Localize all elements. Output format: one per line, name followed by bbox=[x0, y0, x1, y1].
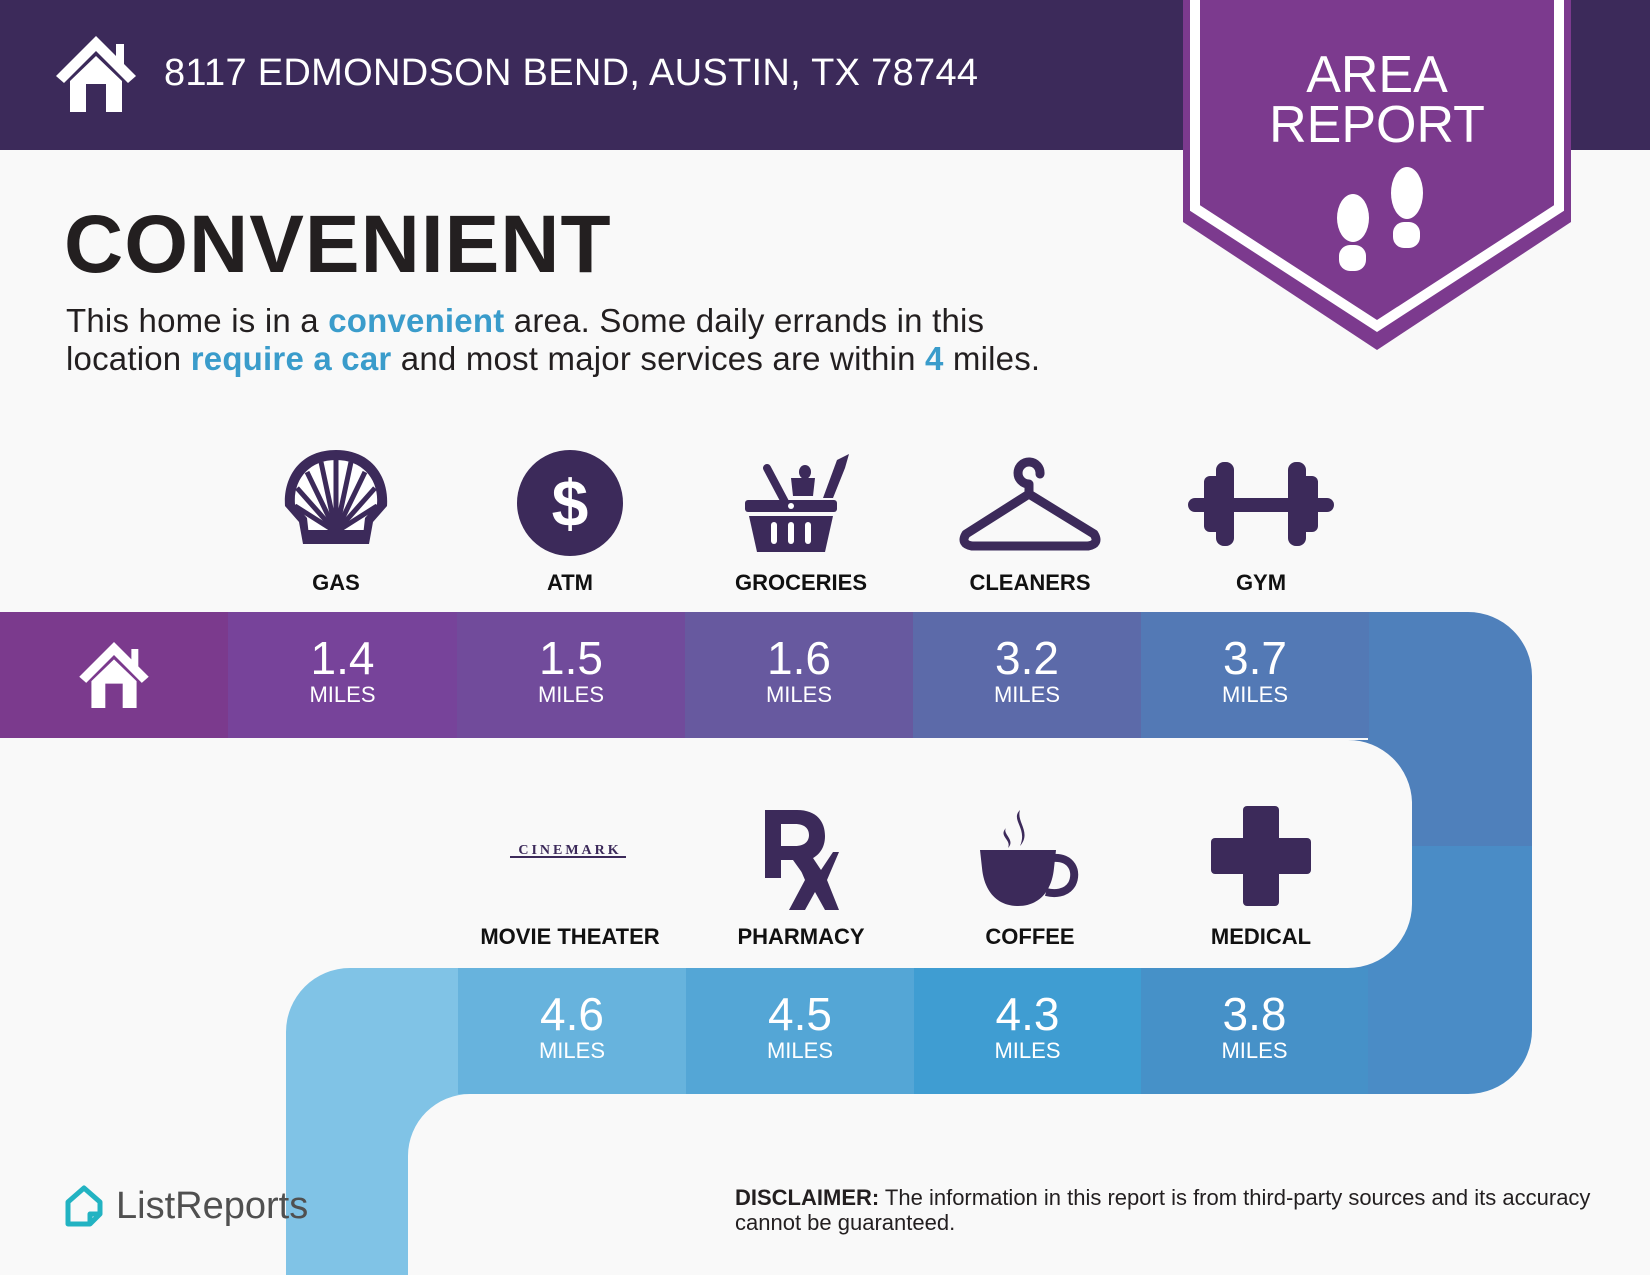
description: This home is in a convenient area. Some … bbox=[66, 302, 1166, 378]
distance-value: 3.2 bbox=[995, 632, 1059, 684]
label-medical: MEDICAL bbox=[1210, 924, 1312, 949]
distance-value: 1.5 bbox=[539, 632, 603, 684]
footprints-icon bbox=[1337, 167, 1423, 271]
atm-icon-wrap: $ bbox=[455, 450, 685, 556]
label-gas: GAS bbox=[312, 570, 360, 595]
property-address: 8117 EDMONDSON BEND, AUSTIN, TX 78744 bbox=[164, 52, 979, 94]
medical-cross-icon bbox=[1211, 806, 1311, 906]
grocery-basket-icon bbox=[745, 454, 849, 552]
disclaimer-text: The information in this report is from t… bbox=[735, 1185, 1591, 1235]
distance-unit: MILES bbox=[766, 1038, 834, 1063]
badge-line1: AREA bbox=[1306, 46, 1448, 104]
label-atm: ATM bbox=[546, 570, 594, 595]
area-report-badge bbox=[1183, 0, 1571, 350]
distance-cell-medical: 3.8 MILES bbox=[1141, 968, 1368, 1094]
distance-cell-cleaners: 3.2 MILES bbox=[913, 612, 1141, 738]
dumbbell-icon bbox=[1188, 462, 1334, 546]
coffee-icon-wrap bbox=[915, 808, 1145, 908]
desc-highlight: 4 bbox=[925, 340, 944, 377]
dollar-icon: $ bbox=[517, 450, 623, 556]
distance-unit: MILES bbox=[538, 1038, 606, 1063]
distance-cell-atm: 1.5 MILES bbox=[457, 612, 685, 738]
brand-name: ListReports bbox=[116, 1185, 309, 1227]
page-title: CONVENIENT bbox=[64, 199, 612, 290]
distance-value: 3.8 bbox=[1222, 988, 1287, 1040]
label-groceries: GROCERIES bbox=[734, 570, 868, 595]
distance-unit: MILES bbox=[309, 682, 376, 707]
distance-cell-gas: 1.4 MILES bbox=[228, 612, 457, 738]
distance-unit: MILES bbox=[765, 682, 833, 707]
distance-value: 4.3 bbox=[995, 988, 1060, 1040]
desc-text: area. Some daily errands in this bbox=[504, 302, 985, 339]
home-cell bbox=[0, 612, 228, 738]
gas-icon-wrap bbox=[221, 448, 451, 552]
desc-text: miles. bbox=[943, 340, 1041, 377]
svg-text:$: $ bbox=[552, 466, 589, 540]
movie-icon-wrap: CINEMARK bbox=[455, 840, 685, 860]
disclaimer: DISCLAIMER: The information in this repo… bbox=[735, 1185, 1595, 1235]
distance-cell-movie-theater: 4.6 MILES bbox=[458, 968, 686, 1094]
rx-icon bbox=[765, 810, 839, 910]
distance-unit: MILES bbox=[1221, 682, 1289, 707]
home-icon bbox=[79, 642, 149, 708]
desc-text: and most major services are within bbox=[391, 340, 925, 377]
shell-icon bbox=[284, 450, 388, 544]
distance-unit: MILES bbox=[537, 682, 605, 707]
groceries-icon-wrap bbox=[686, 452, 916, 554]
desc-text: location bbox=[66, 340, 191, 377]
desc-text: This home is in a bbox=[66, 302, 329, 339]
label-cleaners: CLEANERS bbox=[969, 570, 1091, 595]
home-icon bbox=[56, 36, 136, 112]
distance-cell-pharmacy: 4.5 MILES bbox=[686, 968, 914, 1094]
label-movie-theater: MOVIE THEATER bbox=[480, 924, 660, 949]
distance-value: 1.4 bbox=[310, 632, 375, 684]
listreports-logo-icon bbox=[65, 1185, 103, 1227]
desc-highlight: convenient bbox=[328, 302, 505, 339]
badge-title: AREA REPORT bbox=[1183, 46, 1571, 154]
label-coffee: COFFEE bbox=[985, 924, 1075, 949]
distance-unit: MILES bbox=[1221, 1038, 1288, 1063]
coffee-cup-icon bbox=[980, 810, 1079, 906]
distance-cell-groceries: 1.6 MILES bbox=[685, 612, 913, 738]
medical-icon-wrap bbox=[1146, 806, 1376, 906]
distance-unit: MILES bbox=[993, 682, 1061, 707]
distance-value: 4.5 bbox=[768, 988, 832, 1040]
distance-value: 4.6 bbox=[540, 988, 604, 1040]
distance-cell-gym: 3.7 MILES bbox=[1141, 612, 1369, 738]
disclaimer-label: DISCLAIMER: bbox=[735, 1185, 880, 1210]
svg-text:CINEMARK: CINEMARK bbox=[518, 843, 621, 858]
distance-cell-coffee: 4.3 MILES bbox=[914, 968, 1141, 1094]
label-pharmacy: PHARMACY bbox=[737, 924, 865, 949]
badge-line2: REPORT bbox=[1269, 96, 1485, 154]
hanger-icon bbox=[959, 457, 1101, 551]
distance-row-top: 1.4 MILES 1.5 MILES 1.6 MILES 3.2 MILES … bbox=[0, 612, 1369, 738]
distance-value: 1.6 bbox=[767, 632, 831, 684]
cleaners-icon-wrap bbox=[915, 454, 1145, 554]
distance-unit: MILES bbox=[994, 1038, 1061, 1063]
label-gym: GYM bbox=[1235, 570, 1287, 595]
gym-icon-wrap bbox=[1146, 462, 1376, 546]
cinemark-logo: CINEMARK bbox=[510, 843, 626, 858]
desc-highlight: require a car bbox=[190, 340, 392, 377]
pharmacy-icon-wrap bbox=[686, 808, 916, 910]
distance-value: 3.7 bbox=[1223, 632, 1287, 684]
distance-row-bottom: 4.6 MILES 4.5 MILES 4.3 MILES 3.8 MILES bbox=[458, 968, 1368, 1094]
